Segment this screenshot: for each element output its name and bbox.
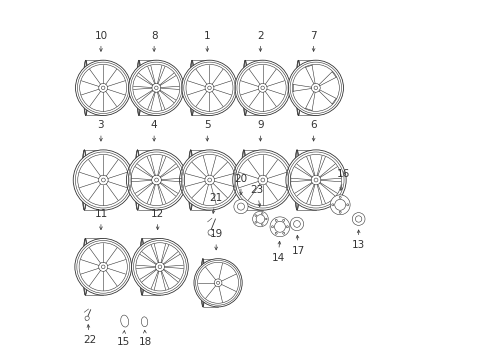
Circle shape — [269, 217, 289, 237]
Text: 8: 8 — [150, 31, 157, 51]
Circle shape — [254, 222, 256, 223]
Text: 18: 18 — [138, 330, 152, 347]
Circle shape — [261, 224, 263, 225]
Circle shape — [254, 215, 256, 216]
Circle shape — [339, 211, 341, 213]
Ellipse shape — [141, 317, 147, 327]
Text: 7: 7 — [310, 31, 316, 51]
Circle shape — [285, 150, 346, 210]
Circle shape — [265, 218, 266, 220]
Text: 13: 13 — [351, 230, 365, 250]
Text: 9: 9 — [257, 120, 263, 141]
Text: 17: 17 — [291, 235, 305, 256]
Circle shape — [311, 84, 320, 92]
Text: 10: 10 — [94, 31, 107, 51]
Text: 3: 3 — [98, 120, 104, 141]
Circle shape — [233, 199, 247, 214]
Text: 21: 21 — [208, 193, 222, 213]
Text: 20: 20 — [234, 174, 247, 195]
Circle shape — [346, 204, 348, 206]
Circle shape — [194, 259, 242, 307]
Circle shape — [151, 175, 161, 185]
Circle shape — [85, 316, 89, 320]
Circle shape — [155, 262, 164, 271]
Circle shape — [99, 84, 107, 92]
Circle shape — [214, 279, 222, 287]
Text: 19: 19 — [209, 229, 223, 250]
Circle shape — [232, 150, 292, 210]
Circle shape — [126, 150, 186, 210]
Circle shape — [286, 226, 288, 228]
Text: 14: 14 — [271, 241, 284, 263]
Circle shape — [287, 60, 343, 116]
Circle shape — [152, 84, 161, 92]
Circle shape — [75, 238, 131, 295]
Circle shape — [282, 219, 284, 221]
Circle shape — [275, 232, 277, 234]
Circle shape — [290, 217, 303, 231]
Text: 6: 6 — [310, 120, 316, 141]
Text: 1: 1 — [203, 31, 210, 51]
Circle shape — [282, 232, 284, 234]
Circle shape — [99, 175, 108, 185]
Circle shape — [258, 175, 267, 185]
Ellipse shape — [121, 315, 128, 327]
Circle shape — [204, 175, 214, 185]
Text: 23: 23 — [250, 185, 263, 207]
Circle shape — [310, 175, 320, 185]
Circle shape — [182, 60, 237, 116]
Text: 5: 5 — [203, 120, 210, 141]
Circle shape — [235, 60, 290, 116]
Circle shape — [128, 60, 183, 116]
Circle shape — [261, 213, 263, 214]
Circle shape — [351, 213, 364, 225]
Text: 22: 22 — [83, 325, 96, 345]
Circle shape — [329, 195, 349, 215]
Circle shape — [75, 60, 131, 116]
Text: 12: 12 — [151, 209, 164, 230]
Circle shape — [339, 196, 341, 198]
Text: 4: 4 — [150, 120, 157, 141]
Circle shape — [271, 226, 273, 228]
Circle shape — [258, 84, 266, 92]
Text: 16: 16 — [336, 169, 350, 190]
Text: 15: 15 — [117, 330, 130, 347]
Circle shape — [131, 238, 188, 295]
Text: 11: 11 — [94, 209, 107, 230]
Circle shape — [252, 211, 268, 227]
Circle shape — [207, 230, 213, 235]
Text: 2: 2 — [257, 31, 263, 51]
Circle shape — [99, 262, 107, 271]
Circle shape — [204, 84, 213, 92]
Circle shape — [179, 150, 239, 210]
Circle shape — [331, 204, 333, 206]
Circle shape — [275, 219, 277, 221]
Circle shape — [73, 150, 133, 210]
